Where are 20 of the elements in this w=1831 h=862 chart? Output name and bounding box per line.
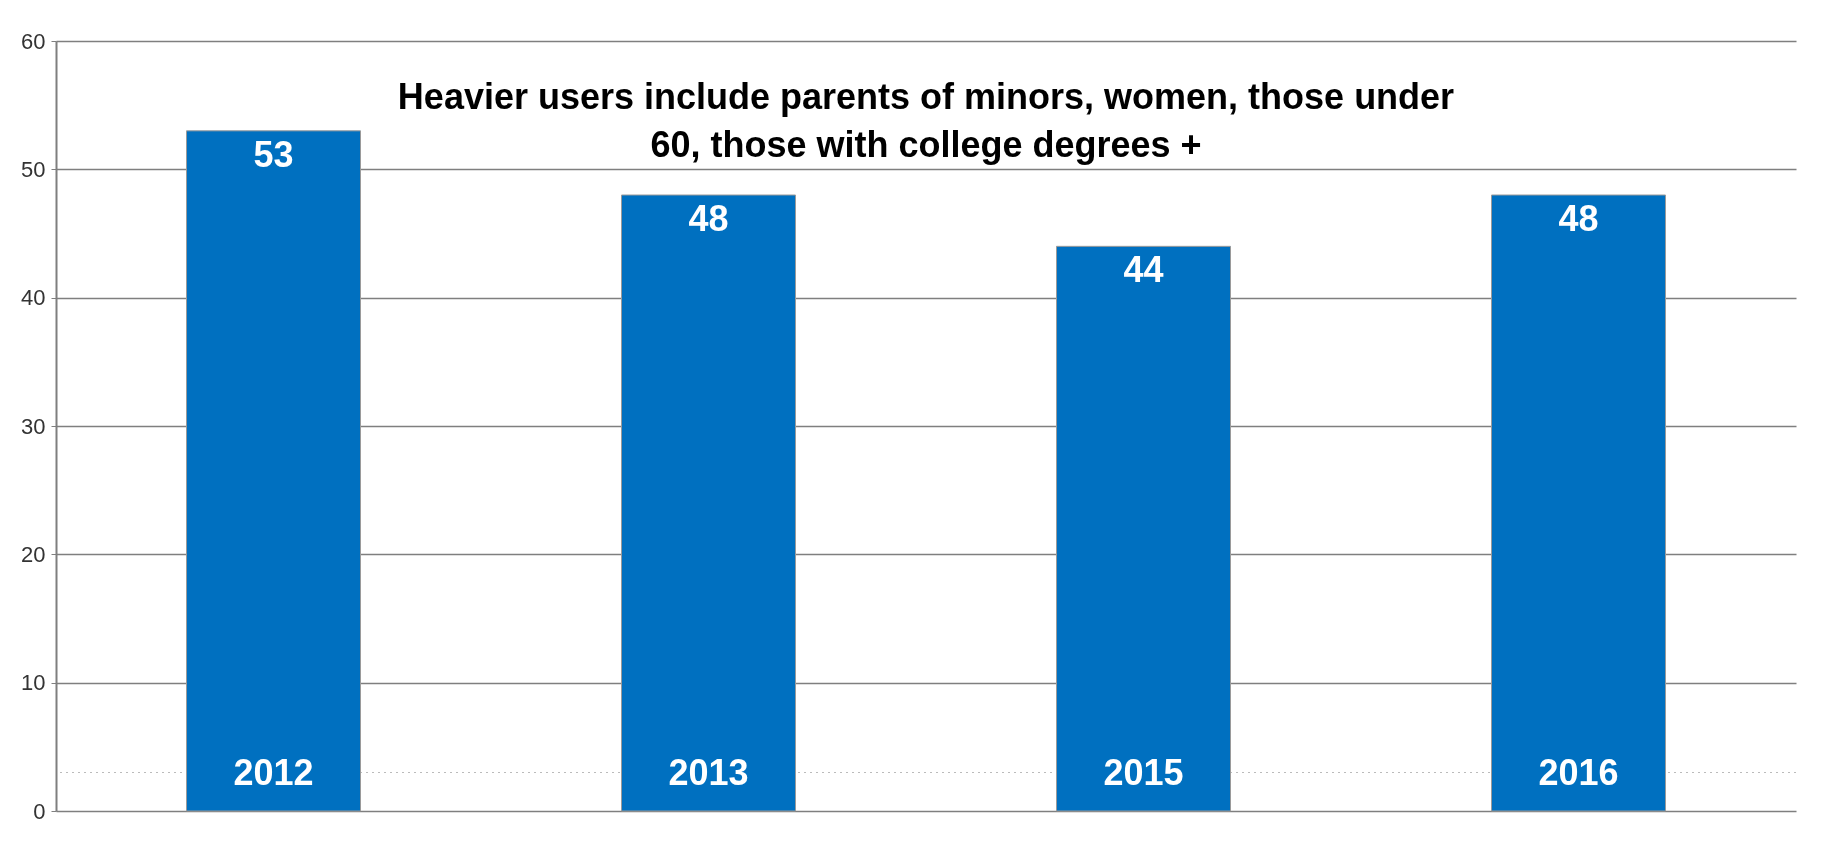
y-tick-label: 50: [21, 156, 46, 182]
data-label: 48: [1558, 198, 1599, 239]
bar: [186, 130, 361, 812]
x-tick-label: 2012: [233, 752, 314, 793]
y-tick-label: 10: [21, 670, 46, 696]
y-tick-label: 30: [21, 413, 46, 439]
bar: [1056, 245, 1231, 812]
annotation: Heavier users include parents of minors, women, those under 60, those with college degrees +: [397, 76, 1455, 165]
y-tick-label: 40: [21, 285, 46, 311]
x-tick-label: 2013: [668, 752, 749, 793]
data-label: 53: [253, 133, 294, 175]
y-tick-label: 60: [21, 28, 46, 54]
bar: [621, 194, 796, 812]
x-tick-label: 2015: [1103, 752, 1184, 793]
data-label: 48: [688, 198, 729, 239]
bar: [1491, 194, 1666, 812]
x-tick-label: 2016: [1538, 752, 1619, 793]
data-label: 44: [1123, 249, 1164, 291]
y-tick-label: 0: [33, 798, 46, 824]
y-tick-label: 20: [21, 541, 46, 567]
